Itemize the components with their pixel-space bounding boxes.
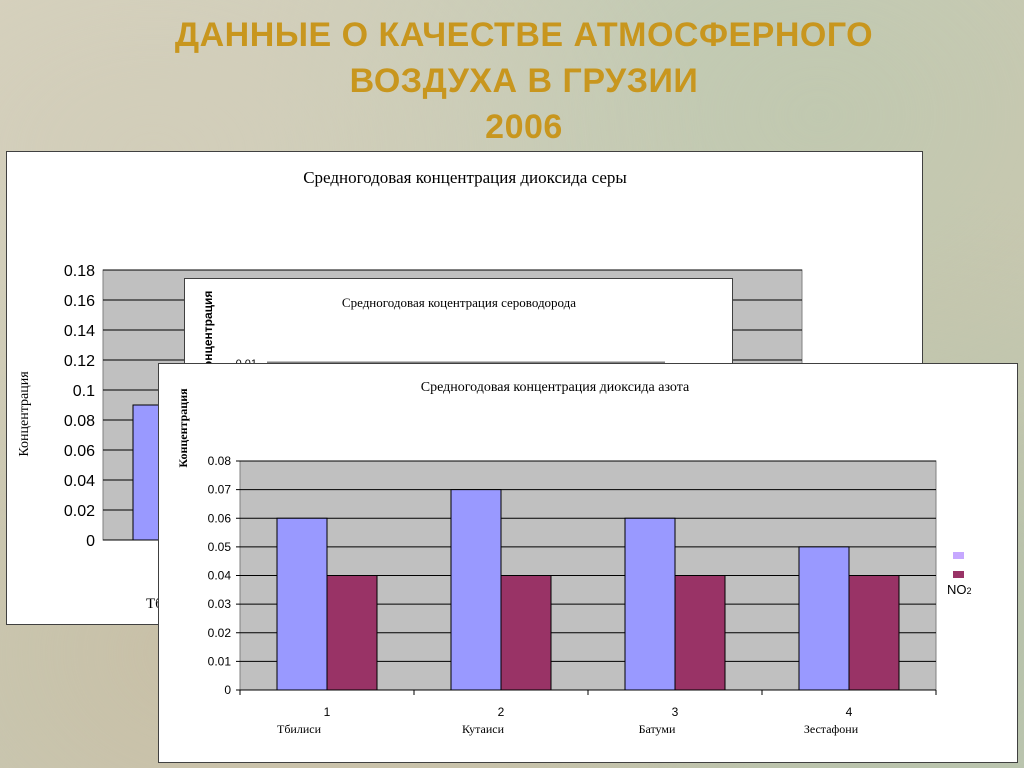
chart-no2-category-label: Батуми — [639, 722, 676, 736]
chart-no2-bar-series2 — [674, 575, 726, 691]
chart-no2-ytick-label: 0.02 — [208, 626, 232, 640]
chart-h2s-ylabel: Концентрация — [201, 291, 215, 376]
chart-so2-ytick-label: 0.06 — [64, 443, 95, 460]
chart-no2-category-label: Зестафони — [804, 722, 859, 736]
slide-title: ДАННЫЕ О КАЧЕСТВЕ АТМОСФЕРНОГО ВОЗДУХА В… — [0, 12, 1024, 150]
chart-no2-legend-swatch-1 — [953, 552, 964, 559]
chart-h2s-title: Средногодовая коцентрация сероводорода — [342, 295, 576, 310]
chart-no2-xtick-label: 2 — [498, 705, 505, 719]
chart-no2-bar-series1 — [798, 546, 850, 691]
chart-so2-ytick-label: 0.16 — [64, 293, 95, 310]
chart-so2-ytick-label: 0.04 — [64, 473, 95, 490]
chart-no2-ytick-label: 0.06 — [208, 511, 232, 525]
chart-no2-bar-series1 — [276, 517, 328, 691]
chart-no2-ytick-label: 0.01 — [208, 654, 232, 668]
chart-no2-legend-label: NO2 — [947, 582, 972, 597]
chart-so2-title: Средногодовая концентрация диоксида серы — [303, 168, 627, 187]
chart-no2-xtick-label: 3 — [672, 705, 679, 719]
chart-no2-ytick-label: 0 — [224, 683, 231, 697]
chart-no2-category-label: Тбилиси — [277, 722, 322, 736]
chart-no2-ylabel: Концентрация — [176, 388, 190, 468]
chart-no2-panel: Средногодовая концентрация диоксида азот… — [158, 363, 1018, 763]
slide-title-line-2: ВОЗДУХА В ГРУЗИИ — [349, 62, 699, 100]
chart-so2-ytick-label: 0.12 — [64, 353, 95, 370]
chart-no2-svg: Средногодовая концентрация диоксида азот… — [176, 380, 972, 736]
chart-no2-bar-series1 — [624, 517, 676, 691]
slide-title-line-1: ДАННЫЕ О КАЧЕСТВЕ АТМОСФЕРНОГО — [174, 16, 874, 54]
chart-so2-ytick-label: 0 — [86, 533, 95, 550]
chart-so2-ylabel: Концентрация — [17, 371, 32, 457]
chart-no2-bar-series2 — [326, 575, 378, 691]
chart-no2-legend-swatch-2 — [953, 571, 964, 578]
chart-no2-title: Средногодовая концентрация диоксида азот… — [421, 380, 690, 395]
chart-no2-xtick-label: 4 — [846, 705, 853, 719]
chart-so2-ytick-label: 0.18 — [64, 263, 95, 280]
chart-no2-bar-series1 — [450, 489, 502, 691]
chart-no2-bar-series2 — [848, 575, 900, 691]
chart-no2-bar-series2 — [500, 575, 552, 691]
chart-no2-ytick-label: 0.05 — [208, 540, 232, 554]
chart-so2-ytick-label: 0.02 — [64, 503, 95, 520]
chart-no2-xtick-label: 1 — [324, 705, 331, 719]
chart-no2-ytick-label: 0.03 — [208, 597, 232, 611]
chart-no2-category-label: Кутаиси — [462, 722, 505, 736]
chart-no2-ytick-label: 0.07 — [208, 483, 232, 497]
chart-no2-ytick-label: 0.08 — [208, 454, 232, 468]
chart-so2-ytick-label: 0.08 — [64, 413, 95, 430]
chart-so2-ytick-label: 0.14 — [64, 323, 95, 340]
chart-no2-ytick-label: 0.04 — [208, 569, 232, 583]
chart-so2-ytick-label: 0.1 — [73, 383, 95, 400]
slide-title-line-3: 2006 — [485, 108, 563, 146]
